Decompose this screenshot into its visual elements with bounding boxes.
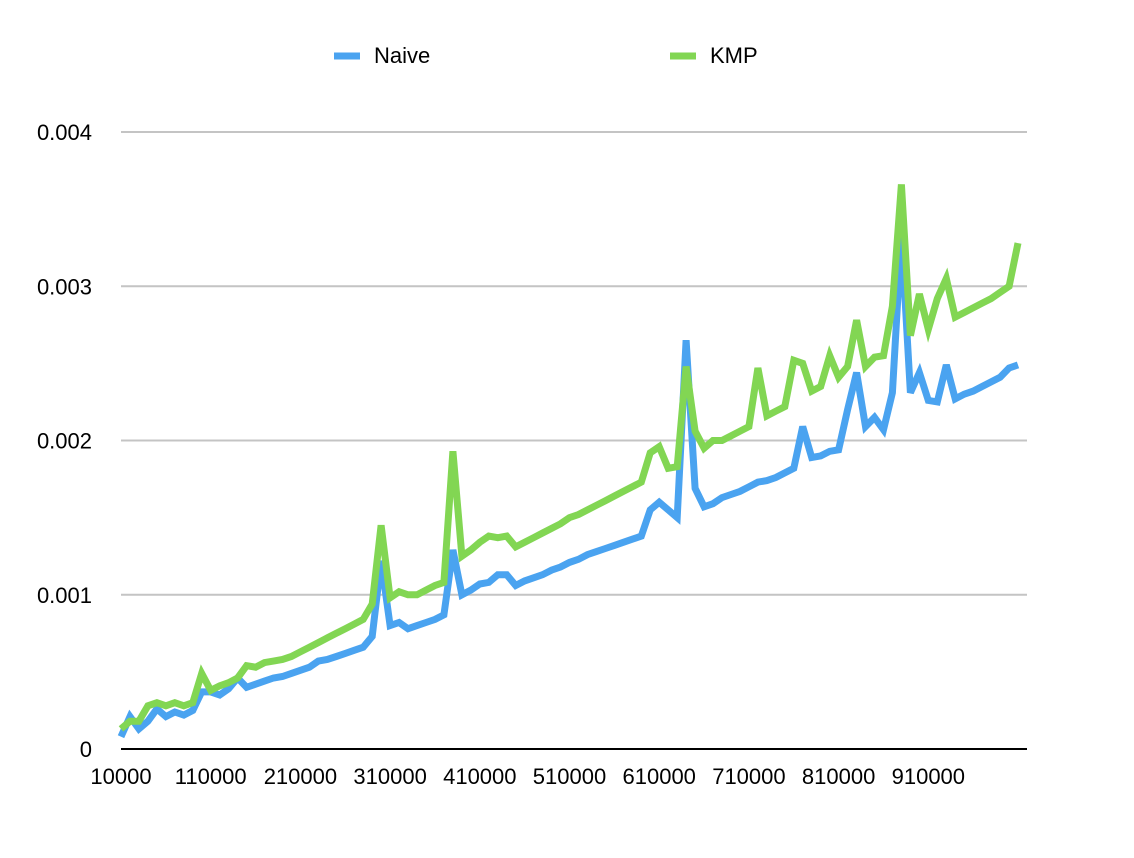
series-line-naive [117, 235, 1020, 739]
y-tick-label: 0.004 [37, 120, 92, 145]
x-tick-label: 210000 [264, 764, 337, 789]
x-tick-label: 910000 [892, 764, 965, 789]
legend-label-naive: Naive [374, 43, 430, 68]
legend: Naive KMP [334, 43, 758, 68]
x-tick-label: 610000 [623, 764, 696, 789]
x-tick-label: 410000 [443, 764, 516, 789]
x-tick-label: 10000 [90, 764, 151, 789]
x-tick-label: 810000 [802, 764, 875, 789]
x-tick-label: 310000 [353, 764, 426, 789]
y-tick-label: 0.002 [37, 429, 92, 454]
x-tick-label: 510000 [533, 764, 606, 789]
legend-label-kmp: KMP [710, 43, 758, 68]
y-tick-label: 0 [80, 737, 92, 762]
gridlines [121, 131, 1027, 596]
series-lines [117, 184, 1022, 739]
y-tick-label: 0.003 [37, 274, 92, 299]
y-axis-ticks: 0 0.001 0.002 0.003 0.004 [37, 120, 92, 762]
series-line-kmp [118, 184, 1022, 732]
x-tick-label: 110000 [175, 764, 247, 789]
x-axis-ticks: 10000 110000 210000 310000 410000 510000 61000… [90, 764, 965, 789]
y-tick-label: 0.001 [37, 583, 92, 608]
x-tick-label: 710000 [712, 764, 785, 789]
